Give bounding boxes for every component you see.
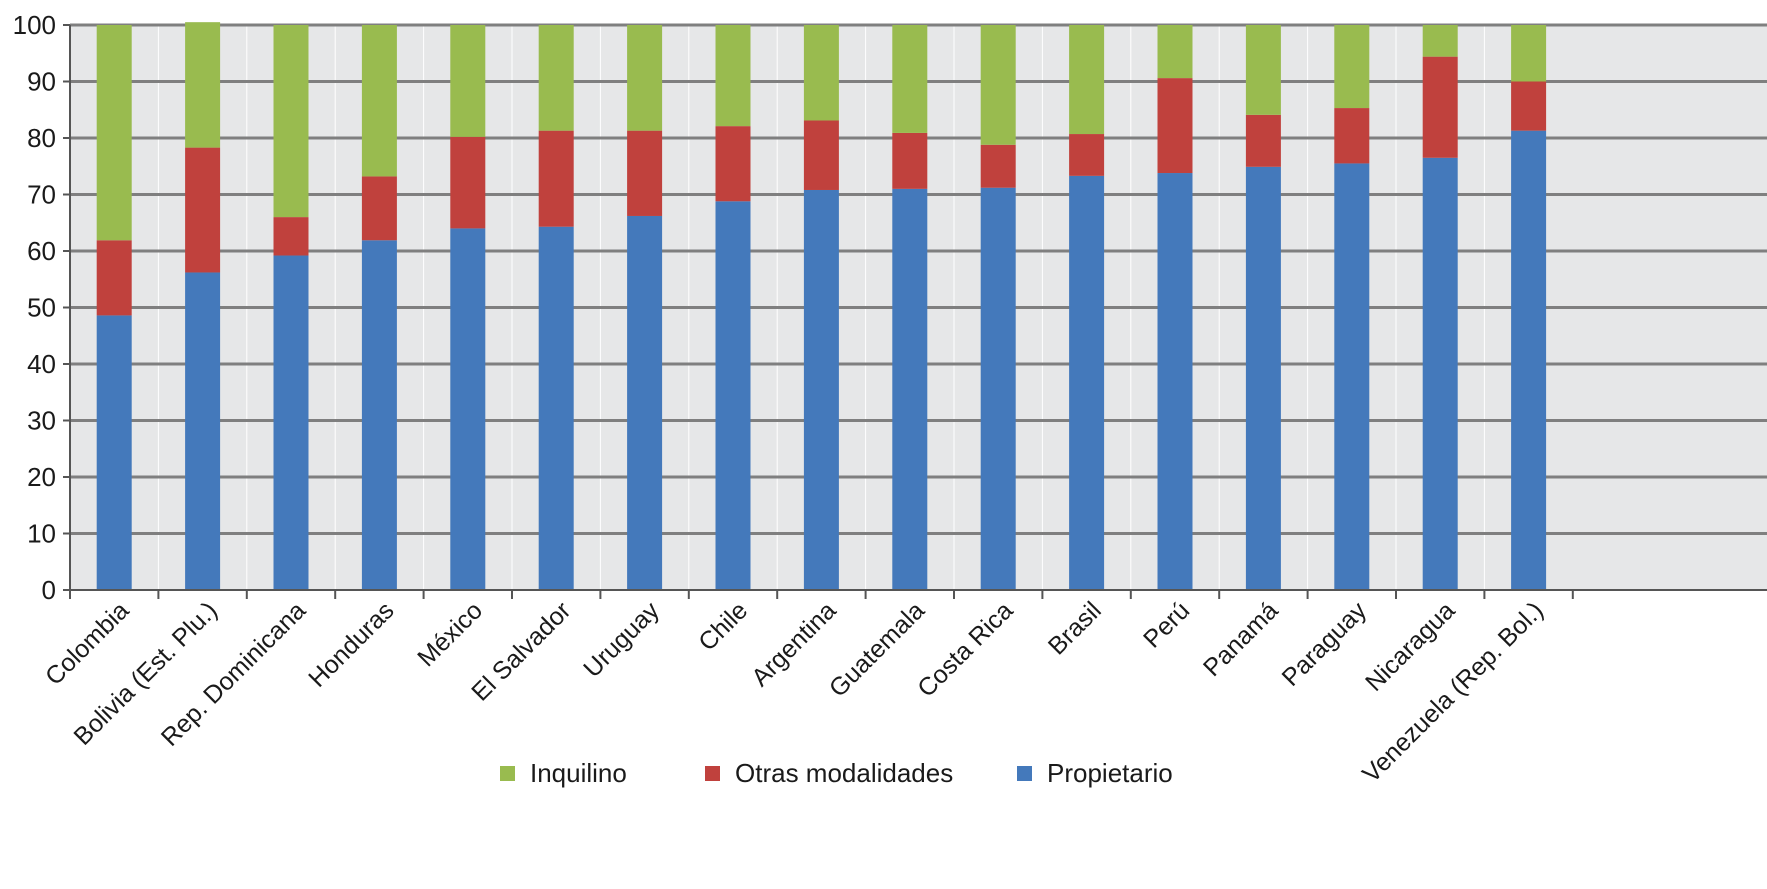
bar-propietario-argentina — [803, 189, 839, 591]
x-tick-label-uruguay: Uruguay — [578, 596, 665, 683]
y-tick-label: 90 — [27, 67, 56, 97]
bar-propietario-panama — [1245, 166, 1281, 590]
x-tick-label-honduras: Honduras — [303, 596, 399, 692]
bar-otras-modalidades-chile — [715, 126, 751, 202]
y-tick-label: 50 — [27, 293, 56, 323]
y-tick-label: 100 — [13, 10, 56, 40]
bar-otras-modalidades-uruguay — [627, 130, 663, 216]
y-tick-label: 40 — [27, 349, 56, 379]
bar-otras-modalidades-costa-rica — [980, 144, 1016, 188]
bar-otras-modalidades-venezuela-rep-bol — [1511, 81, 1547, 131]
y-tick-label: 0 — [42, 575, 56, 605]
bar-otras-modalidades-bolivia-est-plu — [185, 147, 221, 273]
bar-propietario-venezuela-rep-bol — [1511, 130, 1547, 590]
y-tick-label: 70 — [27, 180, 56, 210]
x-tick-label-chile: Chile — [693, 596, 753, 656]
bar-otras-modalidades-panama — [1245, 114, 1281, 167]
bar-inquilino-guatemala — [892, 25, 928, 133]
bar-otras-modalidades-argentina — [803, 120, 839, 190]
bar-propietario-colombia — [96, 315, 132, 590]
x-tick-label-mexico: México — [412, 596, 488, 672]
x-tick-label-brasil: Brasil — [1043, 596, 1107, 660]
x-tick-label-guatemala: Guatemala — [824, 596, 930, 702]
bar-propietario-costa-rica — [980, 187, 1016, 590]
x-tick-label-paraguay: Paraguay — [1277, 596, 1373, 692]
bar-inquilino-bolivia-est-plu — [185, 22, 221, 148]
bar-otras-modalidades-rep-dominicana — [273, 217, 309, 256]
bar-inquilino-costa-rica — [980, 25, 1016, 145]
bar-otras-modalidades-brasil — [1069, 134, 1105, 176]
bar-propietario-chile — [715, 201, 751, 590]
legend-label-propietario: Propietario — [1047, 758, 1173, 788]
x-tick-label-peru: Perú — [1138, 596, 1195, 653]
y-tick-label: 30 — [27, 406, 56, 436]
bar-otras-modalidades-el-salvador — [538, 130, 574, 227]
legend-swatch-otras-modalidades — [705, 766, 720, 781]
bar-otras-modalidades-mexico — [450, 136, 486, 229]
bar-propietario-el-salvador — [538, 226, 574, 590]
bar-propietario-brasil — [1069, 175, 1105, 591]
bar-inquilino-panama — [1245, 25, 1281, 115]
legend-swatch-propietario — [1017, 766, 1032, 781]
x-tick-label-argentina: Argentina — [746, 596, 842, 692]
bar-propietario-peru — [1157, 173, 1193, 590]
bar-inquilino-nicaragua — [1422, 25, 1458, 57]
x-tick-label-panama: Panamá — [1198, 596, 1284, 682]
bar-inquilino-argentina — [803, 25, 839, 121]
bar-inquilino-venezuela-rep-bol — [1511, 25, 1547, 82]
bar-inquilino-brasil — [1069, 25, 1105, 135]
bar-propietario-nicaragua — [1422, 157, 1458, 590]
bar-inquilino-colombia — [96, 25, 132, 241]
bar-propietario-uruguay — [627, 215, 663, 590]
bar-propietario-paraguay — [1334, 163, 1370, 591]
bar-otras-modalidades-paraguay — [1334, 108, 1370, 164]
bar-inquilino-honduras — [361, 25, 397, 177]
bar-otras-modalidades-honduras — [361, 176, 397, 241]
bar-inquilino-el-salvador — [538, 25, 574, 131]
legend-swatch-inquilino — [500, 766, 515, 781]
legend-label-otras-modalidades: Otras modalidades — [735, 758, 953, 788]
bar-otras-modalidades-nicaragua — [1422, 56, 1458, 158]
bar-propietario-guatemala — [892, 188, 928, 590]
y-tick-label: 80 — [27, 123, 56, 153]
legend-label-inquilino: Inquilino — [530, 758, 627, 788]
bar-propietario-honduras — [361, 240, 397, 590]
bar-inquilino-rep-dominicana — [273, 25, 309, 218]
y-tick-label: 60 — [27, 236, 56, 266]
y-tick-label: 10 — [27, 519, 56, 549]
bar-otras-modalidades-peru — [1157, 78, 1193, 174]
bar-propietario-bolivia-est-plu — [185, 272, 221, 590]
bar-propietario-mexico — [450, 228, 486, 590]
x-tick-label-venezuela-rep-bol: Venezuela (Rep. Bol.) — [1357, 596, 1549, 788]
bar-otras-modalidades-guatemala — [892, 132, 928, 189]
y-tick-label: 20 — [27, 462, 56, 492]
bar-inquilino-peru — [1157, 25, 1193, 79]
x-tick-label-colombia: Colombia — [40, 596, 135, 691]
bar-inquilino-mexico — [450, 25, 486, 137]
bar-inquilino-chile — [715, 25, 751, 127]
x-tick-label-costa-rica: Costa Rica — [912, 596, 1018, 702]
bar-otras-modalidades-colombia — [96, 240, 132, 316]
bar-inquilino-uruguay — [627, 25, 663, 131]
bar-propietario-rep-dominicana — [273, 255, 309, 590]
bar-inquilino-paraguay — [1334, 25, 1370, 109]
